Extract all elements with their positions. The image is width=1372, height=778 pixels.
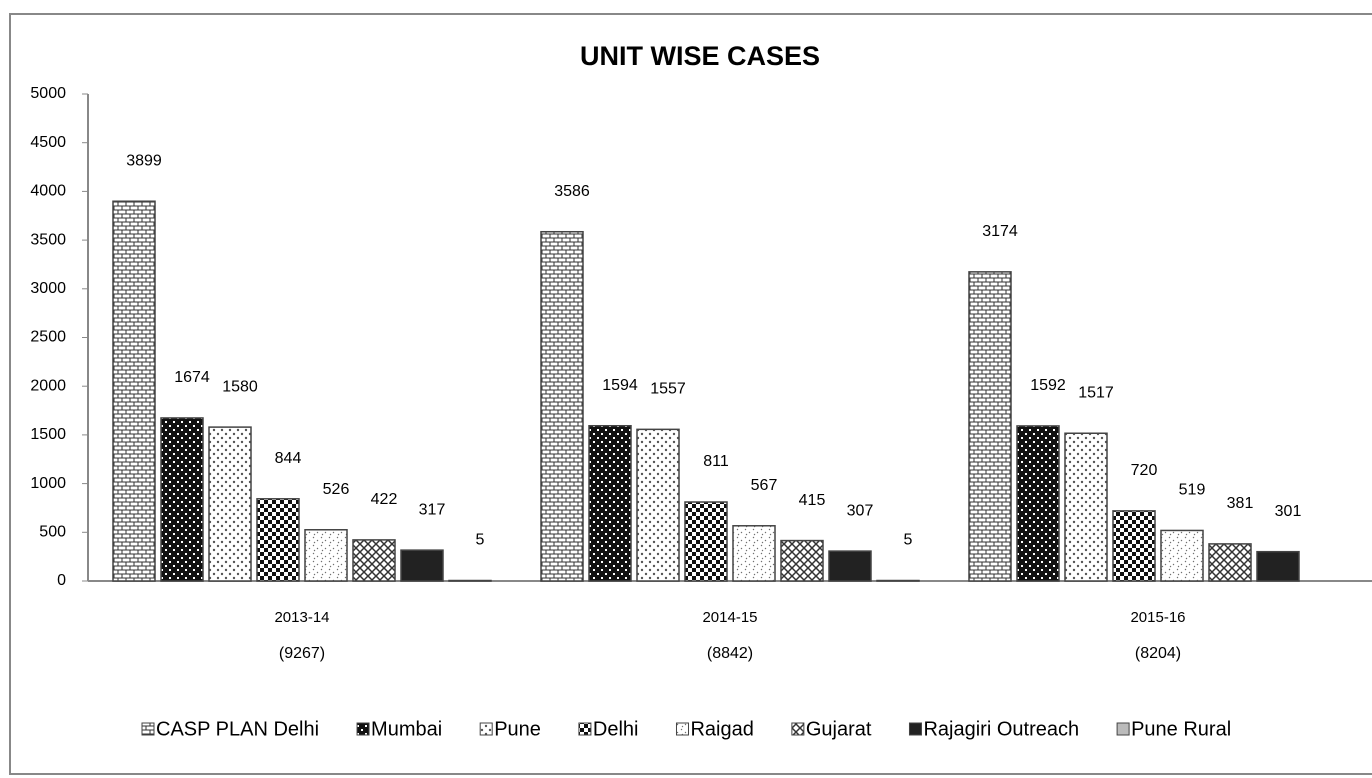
bar <box>732 525 776 582</box>
legend-swatch <box>356 722 370 736</box>
data-label: 1674 <box>174 369 210 386</box>
y-tick-label: 0 <box>57 572 66 589</box>
data-label: 307 <box>847 502 874 519</box>
bar <box>684 501 728 582</box>
bar <box>968 271 1012 582</box>
data-label: 1594 <box>602 377 638 394</box>
y-tick-label: 4500 <box>30 134 66 151</box>
bar <box>208 426 252 582</box>
data-label: 720 <box>1131 462 1158 479</box>
legend-swatch <box>1116 722 1130 736</box>
legend-label: Pune <box>494 718 541 740</box>
data-label: 415 <box>799 492 826 509</box>
data-label: 844 <box>275 450 302 467</box>
x-tick-sublabel: (8204) <box>1135 645 1181 662</box>
bar <box>304 529 348 582</box>
legend-label: Mumbai <box>371 718 442 740</box>
bar <box>112 200 156 582</box>
y-tick-label: 5000 <box>30 85 66 102</box>
bar <box>588 424 632 582</box>
legend-swatch <box>141 722 155 736</box>
legend-label: Gujarat <box>806 718 872 740</box>
data-label: 422 <box>371 491 398 508</box>
data-label: 1580 <box>222 378 258 395</box>
chart-frame <box>9 13 1372 775</box>
data-label: 5 <box>904 532 913 549</box>
data-label: 301 <box>1275 503 1302 520</box>
bar <box>1064 432 1108 582</box>
y-tick-label: 1500 <box>30 426 66 443</box>
data-label: 3899 <box>126 152 162 169</box>
bar <box>1256 550 1300 582</box>
data-label: 3174 <box>982 223 1018 240</box>
data-label: 317 <box>419 501 446 518</box>
bar <box>780 539 824 582</box>
data-label: 1557 <box>650 381 686 398</box>
y-tick-label: 1000 <box>30 475 66 492</box>
data-label: 381 <box>1227 495 1254 512</box>
legend-swatch <box>675 722 689 736</box>
bar <box>352 539 396 582</box>
x-tick-sublabel: (8842) <box>707 645 753 662</box>
data-label: 1517 <box>1078 384 1114 401</box>
chart-title: UNIT WISE CASES <box>580 41 820 71</box>
data-label: 5 <box>476 532 485 549</box>
bar <box>1016 425 1060 582</box>
bar <box>1160 529 1204 582</box>
y-tick-label: 2000 <box>30 377 66 394</box>
y-tick-label: 2500 <box>30 329 66 346</box>
legend-label: Pune Rural <box>1131 718 1231 740</box>
bar <box>540 230 584 582</box>
legend-label: Delhi <box>593 718 639 740</box>
data-label: 567 <box>751 477 778 494</box>
data-label: 811 <box>703 453 729 470</box>
y-tick-label: 500 <box>39 524 66 541</box>
data-label: 526 <box>323 481 350 498</box>
legend-label: Rajagiri Outreach <box>923 718 1079 740</box>
data-label: 519 <box>1179 482 1206 499</box>
bar <box>1112 510 1156 582</box>
bar <box>256 498 300 582</box>
x-tick-label: 2014-15 <box>702 609 757 626</box>
legend-swatch <box>791 722 805 736</box>
data-label: 1592 <box>1030 377 1066 394</box>
x-tick-sublabel: (9267) <box>279 645 325 662</box>
legend-swatch <box>479 722 493 736</box>
legend-swatch <box>578 722 592 736</box>
y-tick-label: 4000 <box>30 183 66 200</box>
y-tick-label: 3500 <box>30 231 66 248</box>
legend-label: Raigad <box>690 718 753 740</box>
bar <box>636 428 680 582</box>
data-label: 3586 <box>554 183 590 200</box>
x-tick-label: 2015-16 <box>1130 609 1185 626</box>
bar <box>828 550 872 582</box>
bar <box>160 417 204 582</box>
bar <box>1208 543 1252 582</box>
x-tick-label: 2013-14 <box>274 609 329 626</box>
legend-label: CASP PLAN Delhi <box>156 718 319 740</box>
legend-swatch <box>908 722 922 736</box>
bar <box>400 549 444 582</box>
y-tick-label: 3000 <box>30 280 66 297</box>
